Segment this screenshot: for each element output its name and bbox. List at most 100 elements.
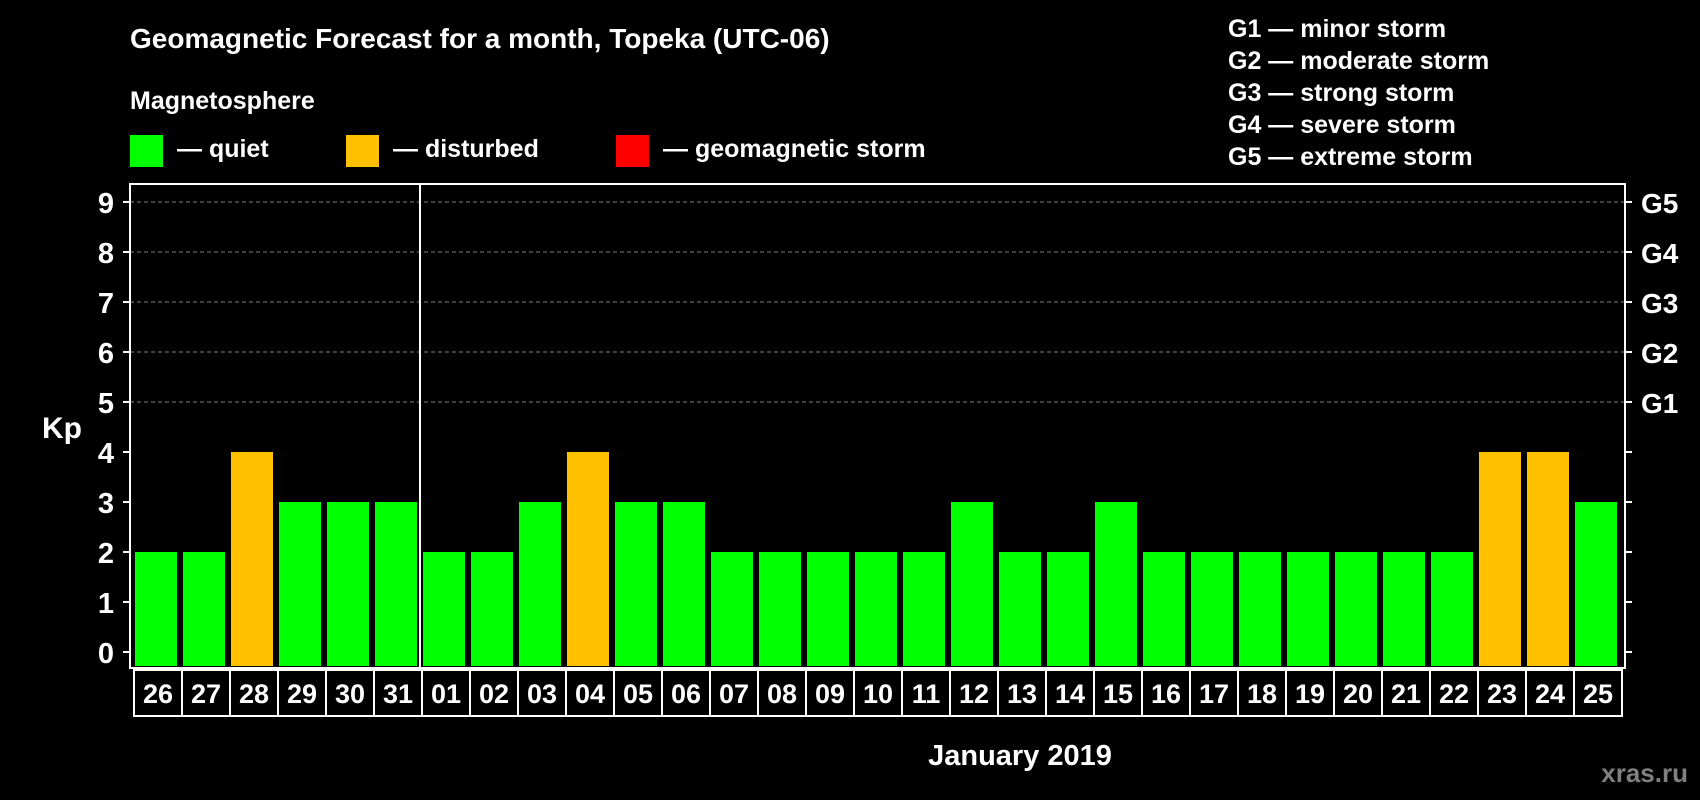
legend-swatch-quiet: [130, 135, 163, 167]
storm-level-label-g5: G5: [1641, 188, 1678, 219]
date-label-29: 29: [287, 679, 317, 709]
date-label-13: 13: [1007, 679, 1037, 709]
bar-14: [1047, 552, 1089, 666]
bar-10: [855, 552, 897, 666]
legend: — quiet — disturbed — geomagnetic storm: [130, 135, 926, 167]
bar-07: [711, 552, 753, 666]
bar-29: [279, 502, 321, 666]
date-label-27: 27: [191, 679, 221, 709]
storm-scale-g2: G2 — moderate storm: [1228, 47, 1489, 75]
date-label-06: 06: [671, 679, 701, 709]
bar-31: [375, 502, 417, 666]
date-label-21: 21: [1391, 679, 1421, 709]
storm-level-label-g4: G4: [1641, 238, 1679, 269]
bar-08: [759, 552, 801, 666]
date-label-01: 01: [431, 679, 461, 709]
date-label-10: 10: [863, 679, 893, 709]
date-label-16: 16: [1151, 679, 1181, 709]
y-tick-label-0: 0: [98, 638, 114, 670]
watermark: xras.ru: [1601, 758, 1688, 788]
storm-level-label-g2: G2: [1641, 338, 1678, 369]
bar-25: [1575, 502, 1617, 666]
bar-16: [1143, 552, 1185, 666]
bar-02: [471, 552, 513, 666]
date-label-03: 03: [527, 679, 557, 709]
y-tick-labels: 0 1 2 3 4 5 6 7 8 9: [98, 188, 130, 670]
storm-scale-legend: G1 — minor storm G2 — moderate storm G3 …: [1228, 15, 1489, 171]
bar-13: [999, 552, 1041, 666]
date-label-15: 15: [1103, 679, 1133, 709]
date-label-08: 08: [767, 679, 797, 709]
date-label-11: 11: [912, 679, 941, 709]
bar-12: [951, 502, 993, 666]
y-tick-label-3: 3: [98, 488, 114, 520]
bar-24: [1527, 452, 1569, 666]
y-tick-label-7: 7: [98, 288, 114, 320]
y-tick-label-1: 1: [98, 588, 114, 620]
storm-scale-g3: G3 — strong storm: [1228, 79, 1454, 107]
bars: [135, 452, 1617, 666]
date-label-23: 23: [1487, 679, 1517, 709]
y-tick-label-4: 4: [98, 438, 114, 470]
bar-19: [1287, 552, 1329, 666]
bar-22: [1431, 552, 1473, 666]
date-label-02: 02: [479, 679, 509, 709]
date-label-14: 14: [1055, 679, 1085, 709]
bar-20: [1335, 552, 1377, 666]
bar-03: [519, 502, 561, 666]
date-label-24: 24: [1535, 679, 1565, 709]
bar-23: [1479, 452, 1521, 666]
date-box-25: [1573, 669, 1623, 717]
y-tick-label-8: 8: [98, 238, 114, 270]
date-label-12: 12: [959, 679, 989, 709]
storm-level-label-g3: G3: [1641, 288, 1678, 319]
storm-scale-g4: G4 — severe storm: [1228, 111, 1456, 139]
date-label-17: 17: [1199, 679, 1229, 709]
storm-level-tick-labels: G1 G2 G3 G4 G5: [1625, 188, 1679, 653]
date-label-07: 07: [719, 679, 749, 709]
bar-09: [807, 552, 849, 666]
storm-level-label-g1: G1: [1641, 388, 1678, 419]
date-label-05: 05: [623, 679, 653, 709]
date-label-20: 20: [1343, 679, 1373, 709]
date-label-09: 09: [815, 679, 845, 709]
legend-swatch-disturbed: [346, 135, 379, 167]
bar-17: [1191, 552, 1233, 666]
bar-30: [327, 502, 369, 666]
y-tick-label-5: 5: [98, 388, 114, 420]
legend-label-storm: — geomagnetic storm: [663, 135, 926, 163]
plot-frame: [129, 183, 1626, 669]
legend-heading: Magnetosphere: [130, 87, 315, 115]
bar-11: [903, 552, 945, 666]
storm-scale-g5: G5 — extreme storm: [1228, 143, 1473, 171]
axes: [129, 183, 1626, 669]
legend-label-disturbed: — disturbed: [393, 135, 539, 163]
y-tick-label-6: 6: [98, 338, 114, 370]
bar-05: [615, 502, 657, 666]
date-label-26: 26: [143, 679, 173, 709]
date-label-18: 18: [1247, 679, 1277, 709]
y-tick-label-2: 2: [98, 538, 114, 570]
bar-15: [1095, 502, 1137, 666]
x-axis-label: January 2019: [928, 740, 1112, 772]
bar-28: [231, 452, 273, 666]
legend-label-quiet: — quiet: [177, 135, 269, 163]
storm-scale-g1: G1 — minor storm: [1228, 15, 1446, 43]
legend-swatch-storm: [616, 135, 649, 167]
date-label-04: 04: [575, 679, 605, 709]
date-label-19: 19: [1295, 679, 1325, 709]
bar-04: [567, 452, 609, 666]
bar-01: [423, 552, 465, 666]
bar-06: [663, 502, 705, 666]
date-label-30: 30: [335, 679, 365, 709]
date-label-25: 25: [1583, 679, 1613, 709]
date-labels: 26 27 28 29 30 31 01 02 03 04 05 06 07 08 09 10 11 12 13 14…: [133, 669, 1623, 717]
date-label-28: 28: [239, 679, 269, 709]
chart-title: Geomagnetic Forecast for a month, Topeka…: [130, 23, 830, 54]
y-axis-label: Kp: [42, 412, 82, 445]
date-label-22: 22: [1439, 679, 1469, 709]
date-label-31: 31: [383, 679, 413, 709]
bar-26: [135, 552, 177, 666]
